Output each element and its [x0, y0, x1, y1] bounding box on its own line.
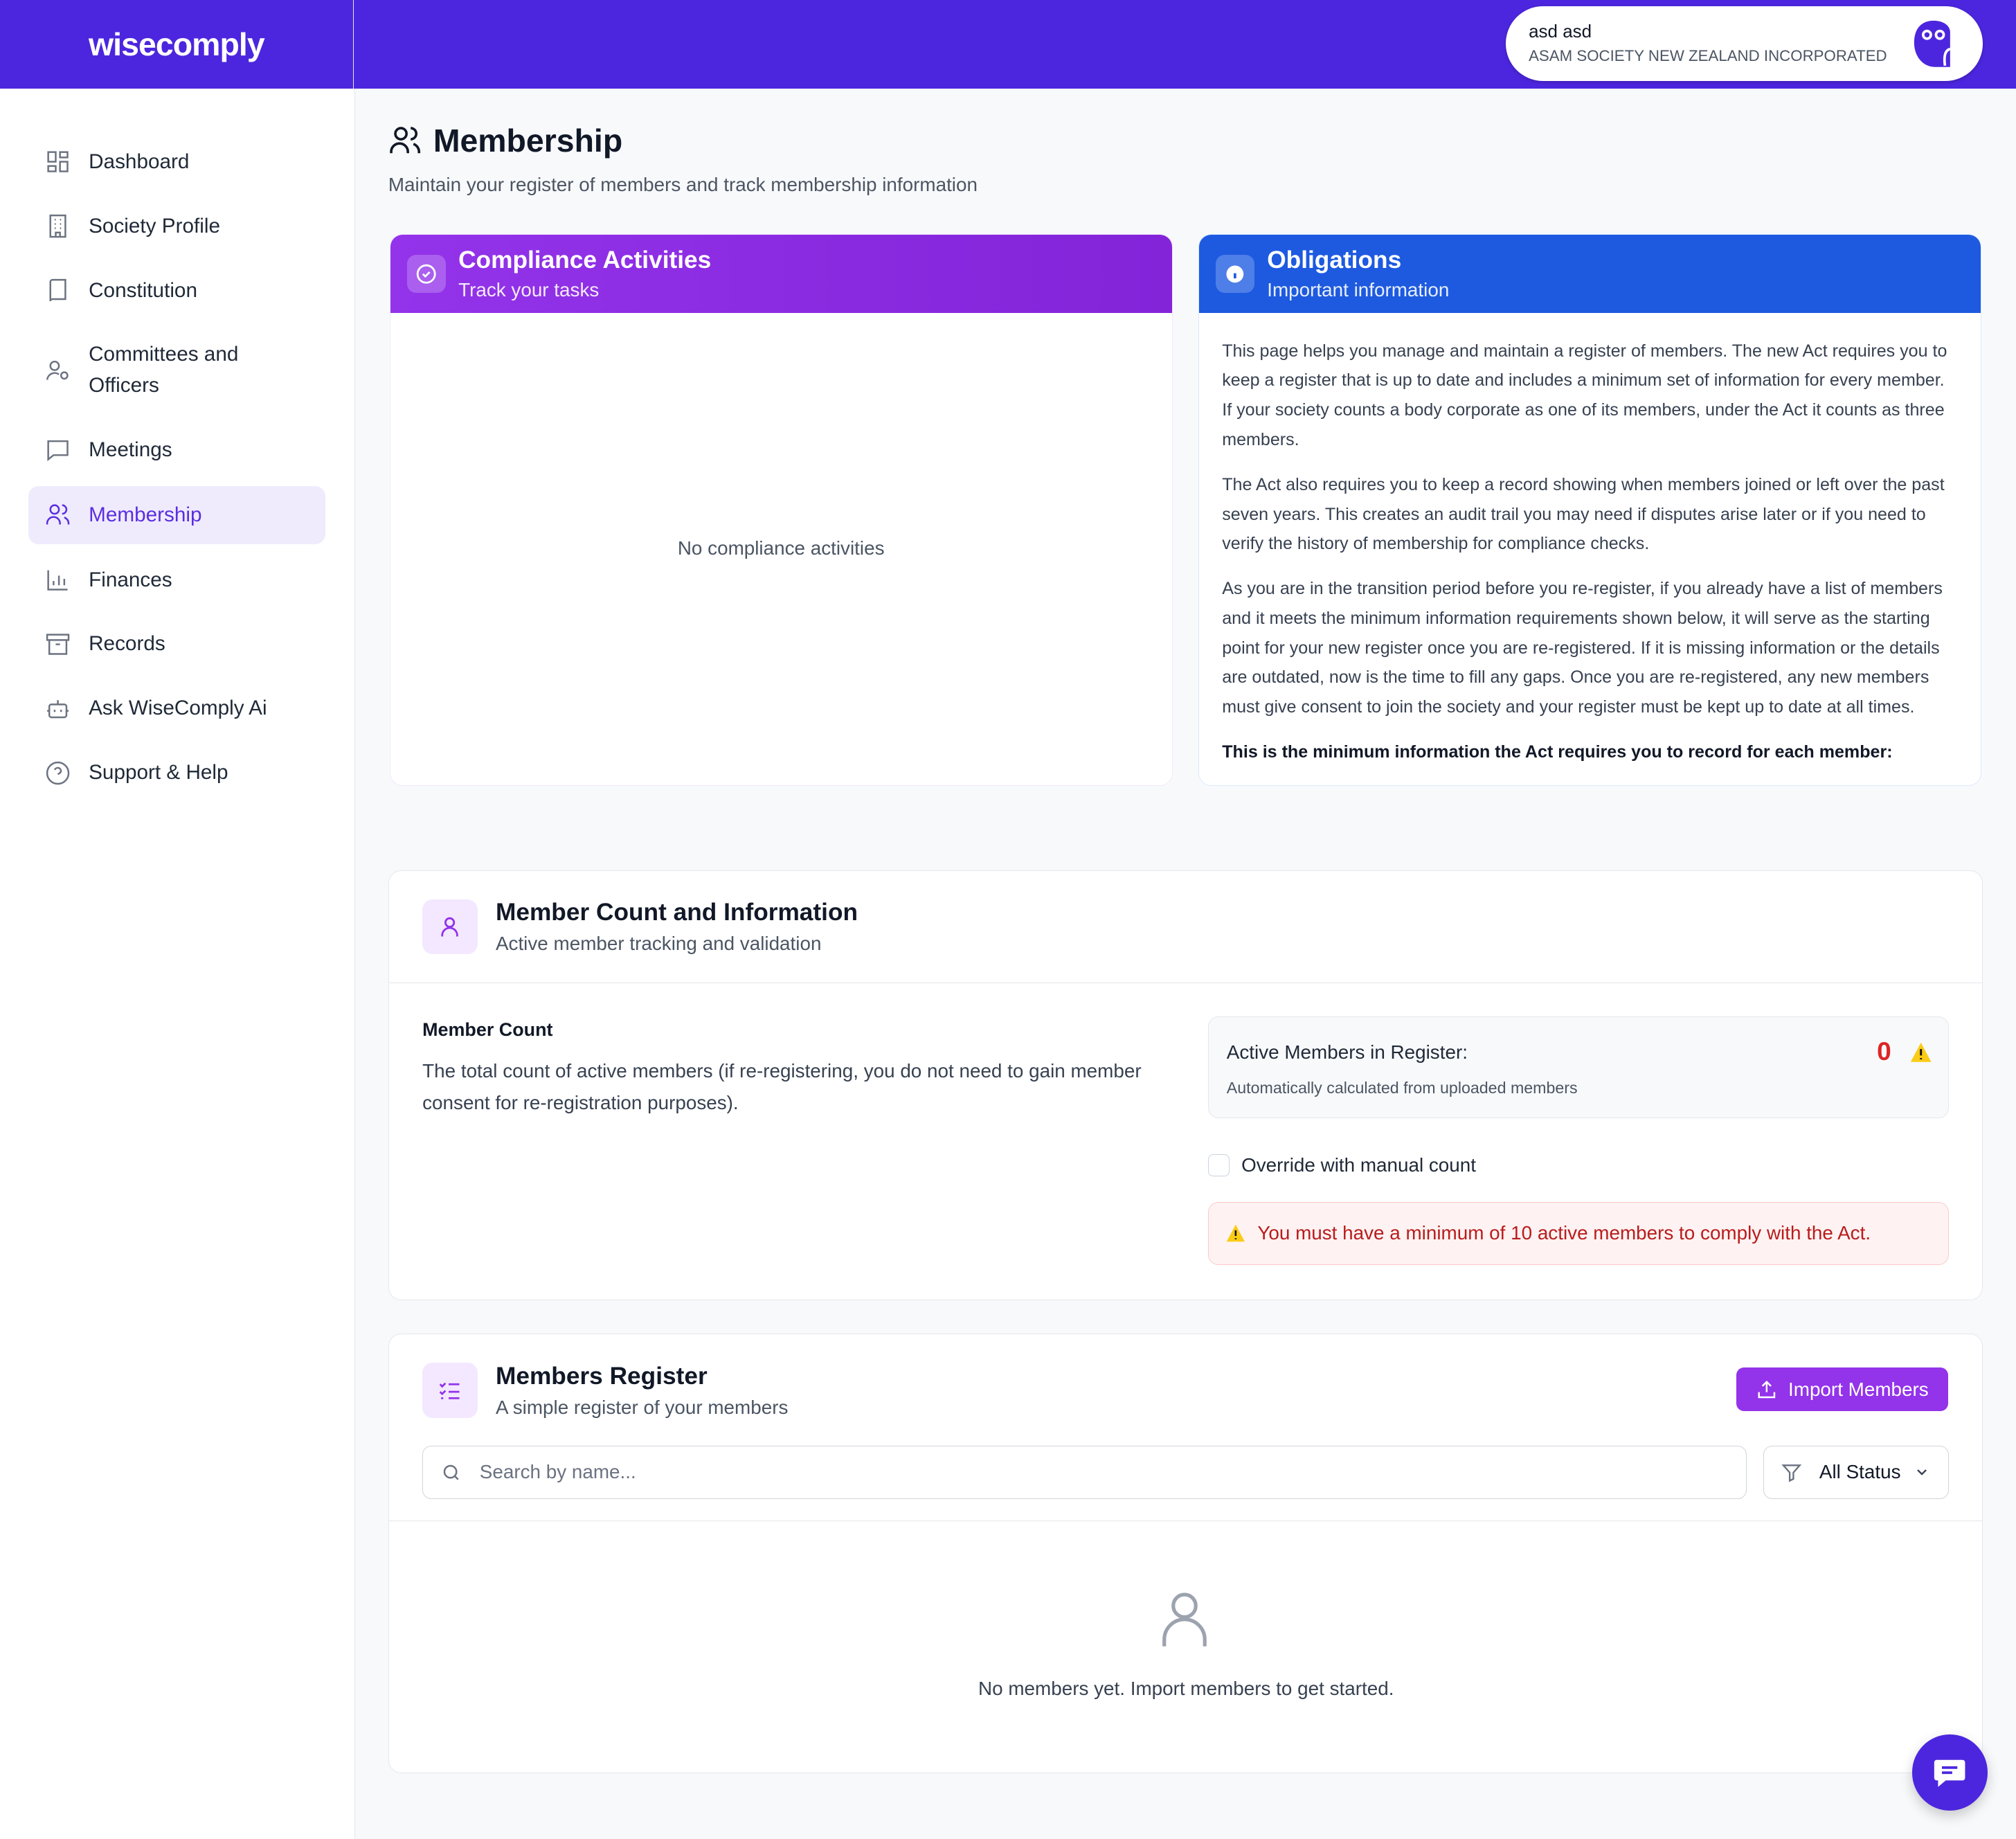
sidebar-item-meetings[interactable]: Meetings	[28, 422, 325, 478]
obligations-body[interactable]: This page helps you manage and maintain …	[1199, 313, 1981, 784]
compliance-subtitle: Track your tasks	[458, 279, 600, 301]
building-icon	[49, 215, 66, 238]
user-empty-icon	[1162, 1593, 1207, 1647]
book-icon	[49, 278, 66, 302]
member-count-title: Member Count and Information	[495, 898, 858, 926]
active-members-box: Active Members in Register: 0 Automatica…	[1207, 1016, 1949, 1118]
sidebar-item-finances[interactable]: Finances	[28, 552, 325, 609]
sidebar-item-ask-ai[interactable]: Ask WiseComply Ai	[28, 680, 325, 737]
search-placeholder: Search by name...	[479, 1461, 636, 1483]
search-icon	[443, 1464, 459, 1480]
obligations-subtitle: Important information	[1267, 279, 1450, 301]
register-header: Members Register A simple register of you…	[389, 1334, 1982, 1419]
minimum-members-warning: You must have a minimum of 10 active mem…	[1257, 1222, 1871, 1244]
user-icon	[422, 899, 478, 955]
chat-icon	[1934, 1759, 1965, 1787]
member-count-description: The total count of active members (if re…	[422, 1059, 1142, 1114]
sidebar-item-records[interactable]: Records	[28, 616, 325, 673]
owl-avatar-icon	[1914, 20, 1951, 67]
members-register-card: Members Register A simple register of you…	[388, 1333, 1983, 1773]
sidebar-item-label: Society Profile	[89, 214, 220, 237]
import-members-label: Import Members	[1788, 1378, 1929, 1400]
page-title-text: Membership	[433, 123, 623, 159]
divider	[388, 1520, 1982, 1521]
sidebar-item-constitution[interactable]: Constitution	[28, 262, 325, 319]
users-icon	[390, 127, 420, 154]
dashboard-icon	[47, 151, 69, 173]
sidebar	[0, 89, 355, 1839]
register-title: Members Register	[495, 1362, 708, 1390]
register-subtitle: A simple register of your members	[495, 1396, 789, 1418]
status-filter-value: All Status	[1819, 1461, 1901, 1483]
info-icon	[1215, 254, 1254, 294]
page-subtitle: Maintain your register of members and tr…	[388, 173, 978, 195]
member-count-card: Member Count and Information Active membe…	[388, 870, 1983, 1300]
member-count-label: Member Count	[422, 1019, 553, 1040]
member-count-subtitle: Active member tracking and validation	[495, 933, 822, 955]
compliance-empty-state: No compliance activities	[677, 537, 885, 559]
chevron-down-icon	[1917, 1469, 1927, 1476]
compliance-header: Compliance Activities Track your tasks	[390, 234, 1172, 314]
search-input[interactable]: Search by name...	[422, 1446, 1747, 1499]
sidebar-item-label: Finances	[89, 568, 172, 591]
logo[interactable]: wisecomply	[0, 0, 354, 89]
obligations-header: Obligations Important information	[1198, 234, 1981, 314]
obligations-card: Obligations Important information This pa…	[1198, 233, 1981, 786]
warning-icon	[1910, 1043, 1932, 1063]
archive-icon	[46, 634, 70, 655]
bar-chart-icon	[47, 570, 68, 591]
message-square-icon	[47, 440, 69, 462]
sidebar-item-dashboard[interactable]: Dashboard	[28, 134, 325, 190]
import-members-button[interactable]: Import Members	[1736, 1367, 1949, 1412]
warning-icon	[1226, 1224, 1245, 1242]
override-checkbox-row[interactable]: Override with manual count	[1207, 1154, 1477, 1176]
help-circle-icon	[46, 761, 70, 784]
sidebar-item-label: Dashboard	[89, 150, 190, 173]
filter-icon	[1781, 1464, 1802, 1482]
compliance-activities-card: Compliance Activities Track your tasks No…	[389, 233, 1173, 786]
active-members-note: Automatically calculated from uploaded m…	[1226, 1079, 1578, 1097]
minimum-members-alert: You must have a minimum of 10 active mem…	[1207, 1201, 1949, 1265]
organization-name: ASAM SOCIETY NEW ZEALAND INCORPORATED	[1529, 47, 1887, 65]
compliance-title: Compliance Activities	[458, 246, 712, 273]
obligations-title: Obligations	[1267, 246, 1402, 273]
active-members-label: Active Members in Register:	[1226, 1041, 1468, 1064]
sidebar-item-label: Membership	[89, 503, 202, 526]
bot-icon	[47, 699, 69, 718]
chat-button[interactable]	[1911, 1734, 1988, 1811]
sidebar-item-label: Ask WiseComply Ai	[89, 697, 267, 720]
override-checkbox[interactable]	[1207, 1154, 1230, 1176]
obligations-paragraph: The Act also requires you to keep a reco…	[1222, 474, 1945, 554]
page-title: Membership	[388, 122, 622, 159]
check-circle-icon	[406, 254, 446, 294]
list-checks-icon	[422, 1363, 478, 1419]
logo-text: wisecomply	[88, 26, 265, 63]
override-label: Override with manual count	[1241, 1154, 1477, 1176]
obligations-paragraph: As you are in the transition period befo…	[1222, 579, 1943, 717]
status-filter-select[interactable]: All Status	[1763, 1446, 1949, 1499]
user-menu[interactable]: asd asd ASAM SOCIETY NEW ZEALAND INCORPO…	[1505, 6, 1983, 81]
sidebar-item-membership[interactable]: Membership	[28, 485, 325, 544]
obligations-paragraph: This page helps you manage and maintain …	[1222, 341, 1947, 449]
users-icon	[46, 504, 70, 525]
sidebar-item-society-profile[interactable]: Society Profile	[28, 198, 325, 255]
member-count-header: Member Count and Information Active membe…	[388, 871, 1982, 983]
sidebar-item-label: Support & Help	[89, 761, 228, 784]
sidebar-item-support[interactable]: Support & Help	[28, 744, 325, 801]
sidebar-item-committees[interactable]: Committees and Officers	[28, 337, 325, 404]
sidebar-item-label: Meetings	[89, 438, 172, 461]
register-empty-state: No members yet. Import members to get st…	[978, 1677, 1394, 1699]
upload-icon	[1758, 1380, 1775, 1399]
sidebar-item-label: Committees and Officers	[89, 343, 239, 397]
sidebar-item-label: Constitution	[89, 278, 197, 302]
sidebar-item-label: Records	[89, 632, 165, 656]
user-name: asd asd	[1529, 20, 1592, 42]
user-cog-icon	[46, 361, 69, 380]
obligations-bold-line: This is the minimum information the Act …	[1222, 742, 1893, 762]
active-members-value: 0	[1877, 1036, 1891, 1066]
